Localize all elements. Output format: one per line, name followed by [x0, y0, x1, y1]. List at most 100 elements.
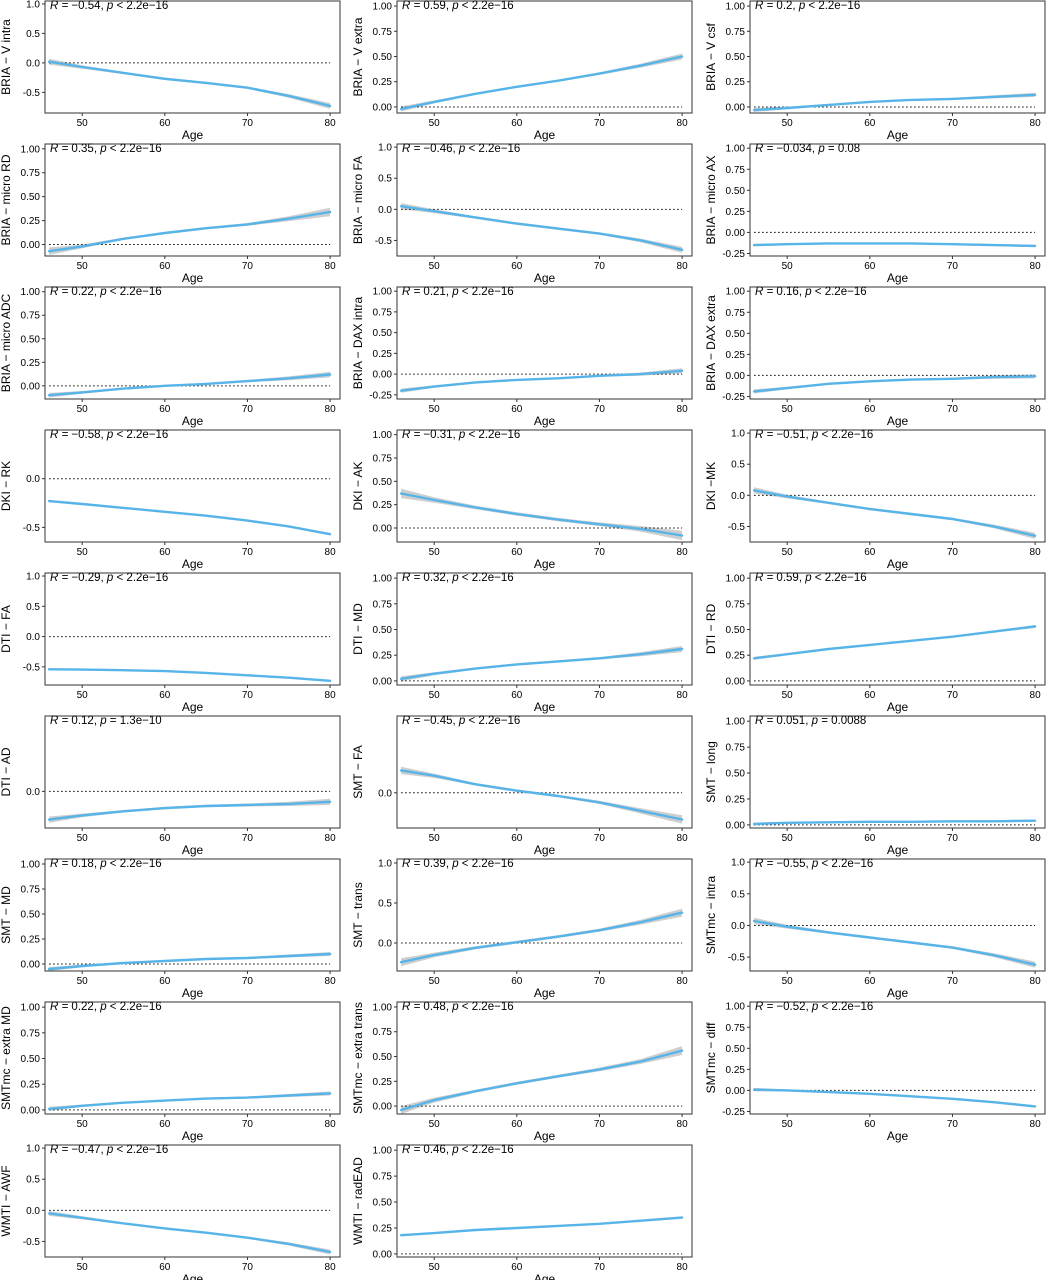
annotation-sep: ,: [446, 1001, 452, 1013]
y-axis-title: DKI − RK: [0, 461, 13, 511]
correlation-annotation: R = 0.22, p < 2.2e−16: [50, 1001, 162, 1013]
y-tick-label: 1.00: [373, 1146, 393, 1157]
plot-frame: [44, 286, 341, 400]
annotation-pvar: p: [458, 143, 466, 155]
x-tick-label: 60: [159, 1119, 171, 1130]
x-axis-title: Age: [182, 557, 204, 571]
chart-panel: -0.25 0.00 0.25 0.50 0.75 1.00 50 60 70 80 Age SMTm…: [704, 1001, 1052, 1143]
chart-panel: 0.00 0.25 0.50 0.75 1.00 50 60 70 80 Age BRIA − V …: [351, 0, 699, 142]
x-tick-label: 50: [782, 118, 794, 129]
y-tick-label: 1.00: [726, 717, 746, 728]
annotation-r: 0.12: [71, 715, 93, 727]
x-tick-label: 60: [511, 547, 523, 558]
y-tick-label: 0.00: [726, 228, 746, 239]
correlation-annotation: R = 0.22, p < 2.2e−16: [50, 286, 162, 298]
annotation-r: 0.48: [423, 1001, 445, 1013]
y-tick-label: 0.50: [373, 625, 393, 636]
chart-svg: 0.00 0.25 0.50 0.75 1.00 50 60 70 80 Age DKI − AK R…: [351, 429, 693, 571]
y-tick-label: 0.75: [21, 168, 41, 179]
y-axis-title: DKI − AK: [351, 461, 365, 510]
plot-frame: [396, 0, 693, 114]
y-axis-title: WMTI − AWF: [0, 1165, 13, 1236]
y-axis-title: BRIA − V intra: [0, 19, 13, 95]
annotation-sep: ,: [792, 0, 798, 12]
trend-line: [399, 369, 684, 392]
x-tick-label: 50: [429, 261, 441, 272]
x-tick-label: 50: [782, 404, 794, 415]
annotation-prefix: R =: [755, 572, 776, 584]
correlation-annotation: R = 0.39, p < 2.2e−16: [402, 858, 514, 870]
y-tick-label: 1.0: [26, 0, 40, 10]
chart-panel: -0.5 0.0 50 60 70 80 Age DKI − RK R = −0.58, p <…: [0, 429, 347, 571]
y-tick-label: 0.25: [726, 651, 746, 662]
trend-line: [752, 919, 1037, 966]
chart-svg: 0.00 0.25 0.50 0.75 1.00 50 60 70 80 Age SMTmc − e…: [0, 1001, 341, 1143]
x-tick-label: 60: [864, 1119, 876, 1130]
x-axis-title: Age: [887, 414, 909, 428]
plot-frame: [396, 286, 693, 400]
annotation-sep: ,: [812, 143, 818, 155]
annotation-pvar: p: [451, 572, 459, 584]
x-tick-label: 50: [429, 404, 441, 415]
y-tick-label: 0.75: [726, 743, 746, 754]
annotation-sep: ,: [94, 1001, 100, 1013]
y-tick-label: 0.5: [26, 1175, 40, 1186]
x-axis-title: Age: [534, 700, 556, 714]
x-tick-label: 60: [159, 976, 171, 987]
annotation-pvar: p: [99, 286, 107, 298]
trend-line: [752, 625, 1037, 660]
y-tick-label: 1.0: [378, 859, 392, 870]
annotation-prefix: R =: [50, 286, 71, 298]
trend-line: [47, 1212, 332, 1254]
y-tick-label: 0.25: [21, 935, 41, 946]
y-tick-label: 0.25: [373, 651, 393, 662]
annotation-pvar: p: [811, 715, 819, 727]
annotation-r: 0.59: [776, 572, 798, 584]
chart-panel: 0.00 0.25 0.50 0.75 1.00 50 60 70 80 Age BRIA − mi…: [0, 286, 347, 428]
y-tick-label: 0.25: [726, 1065, 746, 1076]
x-tick-label: 60: [864, 118, 876, 129]
annotation-sep: ,: [806, 1001, 812, 1013]
chart-panel: -0.5 0.0 0.5 1.0 50 60 70 80 Age WMTI − AWF R = −0…: [0, 1144, 347, 1280]
trend-line: [752, 242, 1037, 248]
y-tick-label: 0.0: [26, 1206, 40, 1217]
annotation-r: −0.54: [71, 0, 101, 12]
annotation-prefix: R =: [755, 286, 776, 298]
chart-panel: -0.5 0.0 0.5 1.0 50 60 70 80 Age SMTmc − intra R =…: [704, 858, 1052, 1000]
y-tick-label: 0.00: [726, 371, 746, 382]
y-tick-label: 0.5: [26, 29, 40, 40]
y-tick-label: 0.0: [378, 939, 392, 950]
correlation-annotation: R = 0.59, p < 2.2e−16: [402, 0, 514, 12]
chart-panel: -0.5 0.0 0.5 1.0 50 60 70 80 Age BRIA − V intra R …: [0, 0, 347, 142]
confidence-band: [401, 908, 683, 967]
x-tick-label: 70: [594, 547, 606, 558]
y-tick-label: 0.75: [726, 165, 746, 176]
y-tick-label: 0.25: [726, 77, 746, 88]
y-tick-label: 0.00: [726, 676, 746, 687]
chart-svg: -0.25 0.00 0.25 0.50 0.75 1.00 50 60 70 80 Age BRIA…: [704, 286, 1046, 428]
x-tick-label: 60: [159, 690, 171, 701]
trend-line: [752, 375, 1037, 393]
x-tick-label: 50: [429, 118, 441, 129]
y-tick-label: 0.50: [726, 52, 746, 63]
y-axis-title: BRIA − micro ADC: [0, 293, 13, 392]
annotation-r: 0.59: [423, 0, 445, 12]
x-tick-label: 60: [511, 1262, 523, 1273]
y-tick-label: 0.0: [378, 205, 392, 216]
y-axis-title: BRIA − DAX extra: [704, 295, 718, 391]
annotation-r: 0.16: [776, 286, 798, 298]
confidence-band: [401, 203, 683, 253]
x-axis-title: Age: [182, 1129, 204, 1143]
y-tick-label: 0.00: [373, 1102, 393, 1113]
annotation-sep: ,: [446, 572, 452, 584]
x-axis-title: Age: [534, 557, 556, 571]
y-tick-label: 0.75: [373, 1027, 393, 1038]
trend-line: [399, 1216, 684, 1237]
trend-line: [47, 373, 332, 397]
y-tick-label: 0.75: [726, 27, 746, 38]
plot-frame: [396, 1001, 693, 1115]
annotation-r: 0.18: [71, 858, 93, 870]
annotation-prefix: R =: [755, 0, 776, 12]
y-tick-label: 0.75: [373, 27, 393, 38]
trend-line: [47, 800, 332, 821]
